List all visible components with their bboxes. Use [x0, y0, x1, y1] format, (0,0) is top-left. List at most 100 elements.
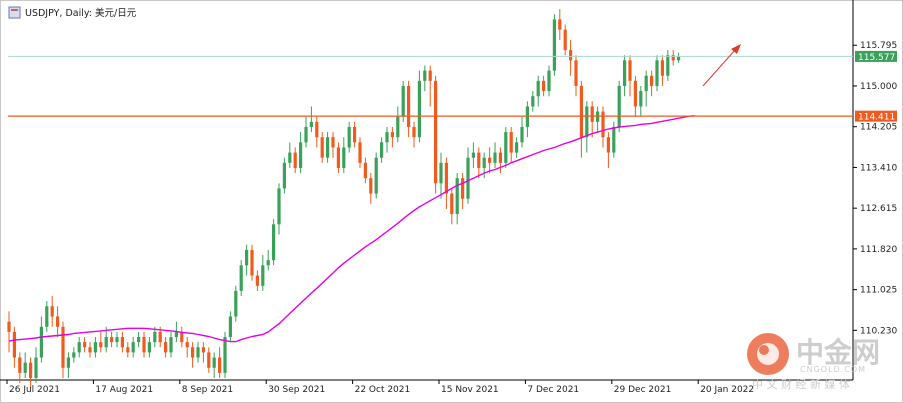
candle-body: [45, 306, 49, 327]
candle: [644, 70, 648, 107]
candle: [115, 331, 119, 348]
candle: [207, 347, 211, 373]
candle: [29, 357, 33, 389]
candle: [266, 249, 270, 271]
candle-body: [498, 152, 502, 163]
candle: [536, 75, 540, 107]
candle: [255, 270, 259, 291]
candle-body: [185, 342, 189, 348]
candle: [261, 255, 265, 291]
time-axis-ticks: 26 Jul 2021 17 Aug 2021 8 Sep 2021 30 Sep 2…: [6, 380, 754, 395]
candle-body: [239, 265, 243, 291]
candle-series: [7, 9, 681, 389]
candle: [677, 52, 681, 63]
candle-body: [531, 96, 535, 107]
candle: [563, 24, 567, 56]
candle-body: [212, 357, 216, 368]
candle: [212, 352, 216, 378]
candle: [50, 296, 54, 327]
candle-body: [304, 126, 308, 143]
candle: [45, 301, 49, 332]
candle-body: [126, 347, 130, 353]
candle-body: [536, 80, 540, 97]
candle-body: [245, 249, 249, 266]
candle: [477, 147, 481, 179]
candle: [542, 75, 546, 97]
candle: [579, 80, 583, 158]
candle-body: [266, 260, 270, 266]
candle-body: [39, 326, 43, 358]
candle-body: [369, 178, 373, 194]
candle-body: [407, 85, 411, 127]
candle-body: [666, 55, 670, 76]
candle: [353, 121, 357, 148]
watermark-brand: 中金网: [796, 336, 880, 369]
candle: [639, 85, 643, 117]
candle: [223, 331, 227, 378]
candle-body: [131, 342, 135, 353]
candle-body: [542, 80, 546, 92]
candle: [498, 147, 502, 174]
candle-body: [99, 342, 103, 348]
candle-body: [115, 337, 119, 343]
candle: [320, 132, 324, 163]
candle-body: [137, 337, 141, 343]
candle-body: [336, 147, 340, 168]
candle: [234, 285, 238, 322]
candle: [245, 244, 249, 276]
candle-body: [18, 357, 22, 373]
candle: [77, 337, 81, 358]
candle: [633, 75, 637, 117]
candle: [660, 55, 664, 86]
candle: [531, 91, 535, 112]
candle: [574, 55, 578, 97]
candle: [515, 137, 519, 158]
candle: [239, 260, 243, 297]
candle-body: [7, 321, 11, 332]
candle-body: [261, 265, 265, 286]
candle: [671, 50, 675, 66]
time-tick-label: 22 Oct 2021: [355, 385, 411, 395]
candle-body: [450, 193, 454, 215]
candle: [601, 106, 605, 148]
candle: [434, 75, 438, 194]
candle-body: [552, 19, 556, 71]
candle-body: [569, 50, 573, 61]
candle: [277, 183, 281, 235]
candle-body: [61, 326, 65, 368]
candle-body: [412, 126, 416, 138]
candle-body: [180, 331, 184, 343]
candle: [185, 337, 189, 358]
candle: [417, 70, 421, 143]
candle-body: [677, 56, 681, 61]
brand-logo-dot-icon: [759, 345, 769, 355]
price-tick-label: 115.000: [860, 82, 897, 92]
candle-body: [326, 137, 330, 158]
candle-body: [504, 132, 508, 163]
time-tick-label: 7 Dec 2021: [527, 385, 579, 395]
candle: [466, 147, 470, 204]
candle: [628, 55, 632, 97]
candle-body: [50, 306, 54, 317]
price-axis-ticks: 115.795 115.000 114.205 113.410 112.615 111.8…: [853, 41, 897, 336]
candle: [164, 337, 168, 358]
price-tick-label: 114.205: [860, 123, 897, 133]
candle: [110, 331, 114, 348]
candle: [666, 50, 670, 81]
support-level-box: [855, 110, 897, 122]
candle-body: [509, 132, 513, 153]
candle-body: [461, 178, 465, 199]
candle-body: [390, 132, 394, 138]
time-tick-label: 29 Dec 2021: [614, 385, 672, 395]
candle-body: [158, 331, 162, 343]
candle: [169, 331, 173, 358]
candle: [450, 188, 454, 225]
candle: [374, 152, 378, 199]
price-tick-label: 112.615: [860, 204, 897, 214]
candle: [444, 157, 448, 209]
candle: [358, 137, 362, 168]
candle: [315, 116, 319, 148]
candle-body: [417, 80, 421, 138]
candle-body: [547, 70, 551, 92]
candle: [347, 121, 351, 153]
